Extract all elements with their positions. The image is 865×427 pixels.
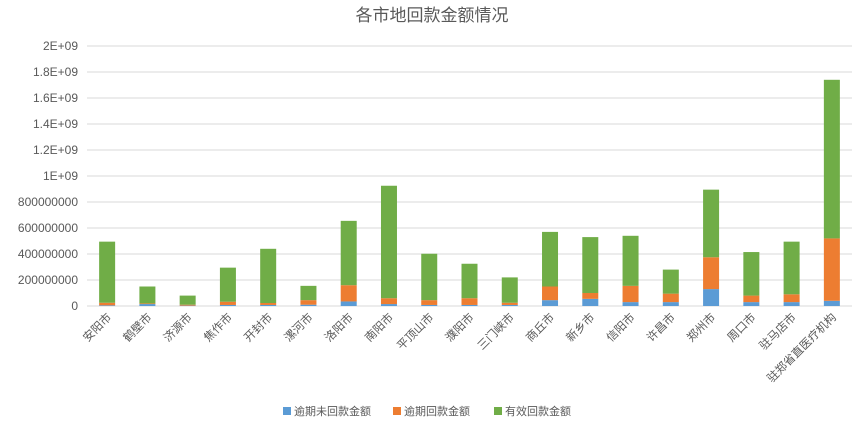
y-tick-label: 200000000 <box>18 273 78 287</box>
bar-segment <box>260 248 277 304</box>
bar-segment <box>219 267 236 302</box>
bar-segment <box>179 304 196 306</box>
x-tick-label: 焦作市 <box>201 310 235 344</box>
bar-segment <box>461 304 478 306</box>
bar-segment <box>139 303 156 305</box>
x-tick-label: 南阳市 <box>362 310 396 344</box>
bar-segment <box>421 300 438 305</box>
bar-segment <box>662 302 679 306</box>
bar-segment <box>179 295 196 305</box>
legend-swatch <box>283 407 291 415</box>
bar-segment <box>743 302 760 306</box>
bars <box>99 79 840 306</box>
bar-segment <box>662 293 679 303</box>
bar-segment <box>582 237 599 293</box>
x-tick-label: 安阳市 <box>80 310 114 344</box>
bar-segment <box>622 235 639 286</box>
y-tick-label: 1.2E+09 <box>33 143 78 157</box>
bar-segment <box>139 304 156 306</box>
x-tick-label: 漯河市 <box>281 310 315 344</box>
bar-segment <box>421 304 438 306</box>
y-axis-ticks: 0 200000000 400000000 600000000 800000000 1E+… <box>18 39 78 313</box>
bar-segment <box>340 220 357 286</box>
bar-segment <box>582 293 599 299</box>
x-tick-label: 周口市 <box>724 310 758 344</box>
bar-segment <box>260 303 277 305</box>
y-tick-label: 800000000 <box>18 195 78 209</box>
bar-segment <box>783 294 800 303</box>
bar-segment <box>783 302 800 306</box>
bar-segment <box>340 285 357 302</box>
x-tick-label: 三门峡市 <box>474 310 516 352</box>
bar-segment <box>501 302 518 305</box>
bar-segment <box>260 304 277 306</box>
bar-segment <box>823 238 840 301</box>
x-tick-label: 郑州市 <box>684 310 718 344</box>
grid-lines <box>87 45 852 307</box>
bar-segment <box>501 304 518 306</box>
legend: 逾期未回款金额 逾期回款金额 有效回款金额 <box>283 404 571 418</box>
x-tick-label: 平顶山市 <box>394 310 436 352</box>
x-tick-label: 许昌市 <box>644 310 678 344</box>
x-tick-label: 济源市 <box>160 310 194 344</box>
bar-segment <box>703 189 720 258</box>
x-tick-label: 开封市 <box>241 310 275 344</box>
y-tick-label: 0 <box>71 299 78 313</box>
bar-segment <box>99 302 116 306</box>
x-tick-label: 洛阳市 <box>322 310 356 344</box>
legend-label: 逾期未回款金额 <box>294 404 371 418</box>
bar-segment <box>542 300 559 306</box>
bar-segment <box>622 302 639 306</box>
y-tick-label: 600000000 <box>18 221 78 235</box>
y-tick-label: 400000000 <box>18 247 78 261</box>
y-tick-label: 1.8E+09 <box>33 65 78 79</box>
x-tick-label: 驻郑省直医疗机构 <box>764 310 839 385</box>
bar-segment <box>703 257 720 290</box>
bar-segment <box>743 252 760 296</box>
legend-label: 逾期回款金额 <box>404 404 470 418</box>
chart-title: 各市地回款金额情况 <box>356 6 509 26</box>
x-tick-label: 信阳市 <box>603 310 637 344</box>
bar-segment <box>99 241 116 303</box>
y-tick-label: 2E+09 <box>43 39 78 53</box>
bar-segment <box>501 277 518 303</box>
legend-swatch <box>494 407 502 415</box>
bar-segment <box>743 295 760 303</box>
bar-segment <box>139 286 156 304</box>
bar-segment <box>219 304 236 306</box>
bar-segment <box>461 263 478 299</box>
bar-segment <box>542 286 559 301</box>
x-tick-label: 濮阳市 <box>442 310 476 344</box>
bar-segment <box>461 298 478 305</box>
bar-segment <box>380 185 397 299</box>
bar-segment <box>662 269 679 294</box>
bar-segment <box>99 305 116 306</box>
x-tick-label: 商丘市 <box>523 310 557 344</box>
legend-label: 有效回款金额 <box>505 404 571 418</box>
bar-segment <box>340 301 357 306</box>
bar-segment <box>219 301 236 305</box>
bar-segment <box>300 304 317 306</box>
bar-segment <box>582 298 599 306</box>
bar-segment <box>421 253 438 301</box>
bar-segment <box>823 300 840 306</box>
y-tick-label: 1E+09 <box>43 169 78 183</box>
y-tick-label: 1.4E+09 <box>33 117 78 131</box>
bar-segment <box>300 300 317 305</box>
x-tick-label: 新乡市 <box>563 310 597 344</box>
bar-segment <box>380 304 397 306</box>
x-tick-label: 鹤壁市 <box>120 310 154 344</box>
bar-segment <box>542 231 559 287</box>
legend-swatch <box>393 407 401 415</box>
y-tick-label: 1.6E+09 <box>33 91 78 105</box>
bar-segment <box>823 79 840 239</box>
bar-segment <box>783 241 800 295</box>
bar-segment <box>622 285 639 303</box>
bar-segment <box>703 289 720 306</box>
bar-segment <box>300 285 317 301</box>
bar-segment <box>380 298 397 305</box>
